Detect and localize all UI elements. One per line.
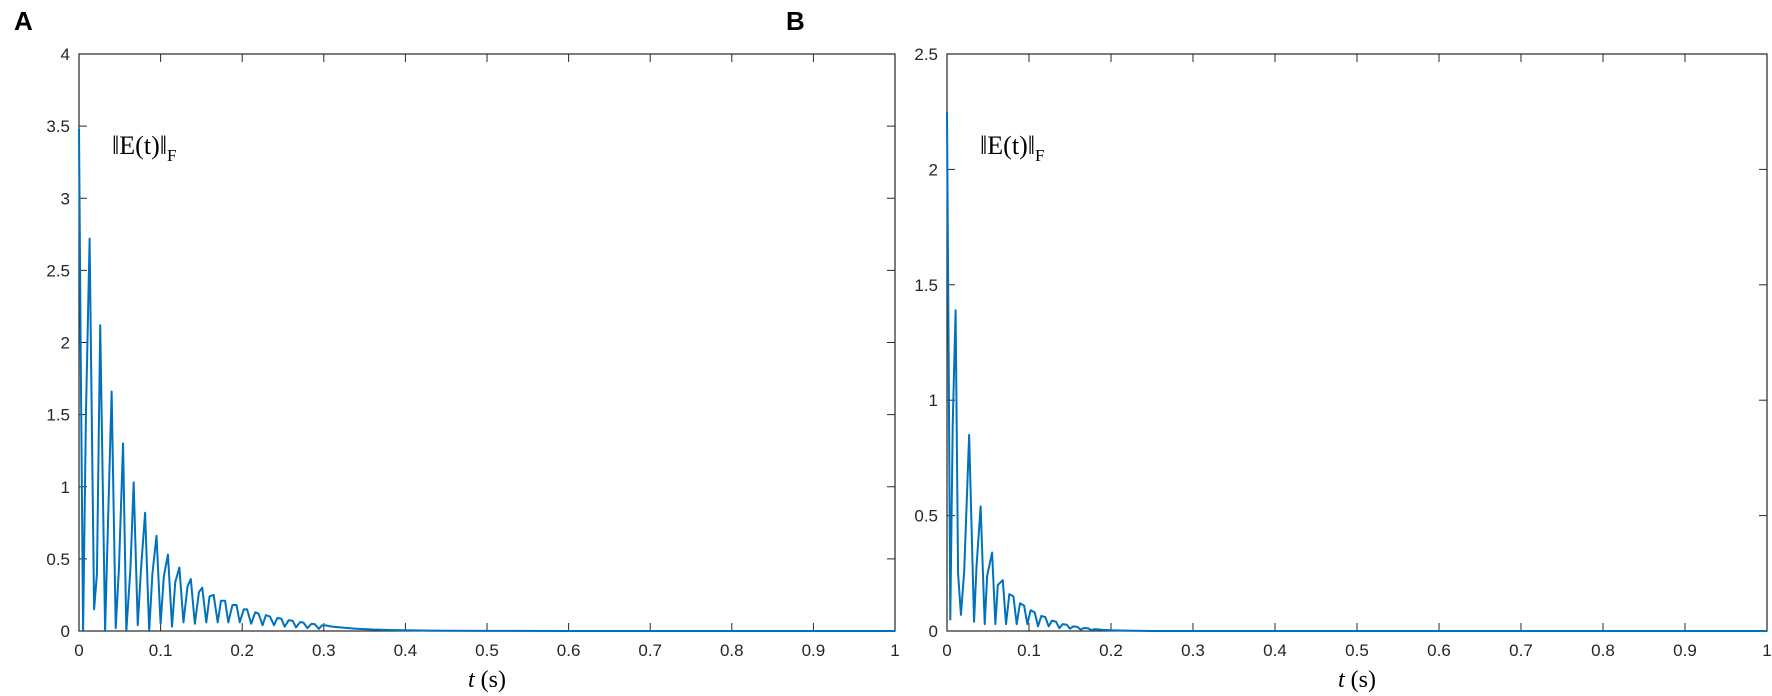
panel-b-ytick-label: 1 — [929, 391, 938, 410]
panel-a-annotation: ‖E(t)‖F — [112, 131, 177, 165]
panel-a-xlabel-unit: (s) — [475, 667, 506, 693]
panel-b-annotation-sub: F — [1035, 146, 1044, 165]
panel-a-xtick-label: 0.8 — [720, 641, 744, 660]
panel-a-xtick-label: 0.2 — [230, 641, 254, 660]
panel-b-xlabel-unit: (s) — [1345, 667, 1376, 693]
panel-a-xtick-label: 1 — [890, 641, 899, 660]
panel-a-series-line — [78, 129, 895, 632]
panel-a-ytick-label: 3 — [61, 189, 70, 208]
panel-b-annotation-main: ‖E(t)‖ — [980, 131, 1035, 160]
panel-a-ytick-label: 2.5 — [46, 261, 70, 280]
panel-b-xtick-label: 0.1 — [1017, 641, 1041, 660]
panel-b-ytick-label: 0.5 — [914, 507, 938, 526]
panel-b-xtick-label: 0.7 — [1509, 641, 1533, 660]
panel-b-series-line — [946, 111, 1767, 632]
panel-b-xtick-label: 0.6 — [1427, 641, 1451, 660]
panel-b-xtick-label: 0.5 — [1345, 641, 1369, 660]
panel-a-xtick-label: 0.9 — [802, 641, 826, 660]
panel-a-ytick-label: 0.5 — [46, 550, 70, 569]
panel-b-xtick-label: 0.4 — [1263, 641, 1287, 660]
panel-b-xtick-label: 0 — [942, 641, 951, 660]
panel-a-ytick-label: 1 — [61, 478, 70, 497]
panel-a-annotation-main: ‖E(t)‖ — [112, 131, 167, 160]
panel-b-ytick-label: 0 — [929, 622, 938, 641]
panel-a-ytick-label: 1.5 — [46, 406, 70, 425]
panel-a-xlabel-var: t — [468, 667, 476, 693]
panel-a-ytick-label: 4 — [61, 45, 70, 64]
panel-b-xtick-label: 0.2 — [1099, 641, 1123, 660]
panel-a-xtick-label: 0.1 — [149, 641, 173, 660]
panel-b-ytick-label: 2.5 — [914, 45, 938, 64]
panel-a-xlabel: t (s) — [468, 667, 506, 693]
panel-b-xlabel: t (s) — [1338, 667, 1376, 693]
panel-a-xtick-label: 0 — [74, 641, 83, 660]
panel-b-annotation: ‖E(t)‖F — [980, 131, 1045, 165]
panel-a-xtick-label: 0.5 — [475, 641, 499, 660]
panel-b-axes-box — [946, 53, 1768, 632]
panel-b-xtick-label: 0.9 — [1673, 641, 1697, 660]
panel-b-xtick-label: 0.8 — [1591, 641, 1615, 660]
panel-b-xlabel-var: t — [1338, 667, 1346, 693]
panel-a-xtick-label: 0.3 — [312, 641, 336, 660]
panel-a-ytick-label: 3.5 — [46, 117, 70, 136]
panel-a-annotation-sub: F — [167, 146, 176, 165]
panel-b-xtick-label: 0.3 — [1181, 641, 1205, 660]
panel-b-xtick-label: 1 — [1762, 641, 1771, 660]
panel-b-ytick-label: 2 — [929, 160, 938, 179]
panel-b-ytick-label: 1.5 — [914, 276, 938, 295]
panel-a-xtick-label: 0.7 — [638, 641, 662, 660]
panel-a-xtick-label: 0.6 — [557, 641, 581, 660]
panel-a-xtick-label: 0.4 — [394, 641, 418, 660]
panel-a-axes-box — [78, 53, 896, 632]
panel-a-ytick-label: 2 — [61, 334, 70, 353]
panel-a-ytick-label: 0 — [61, 622, 70, 641]
panel-b-letter: B — [786, 6, 805, 36]
panel-a-letter: A — [14, 6, 33, 36]
